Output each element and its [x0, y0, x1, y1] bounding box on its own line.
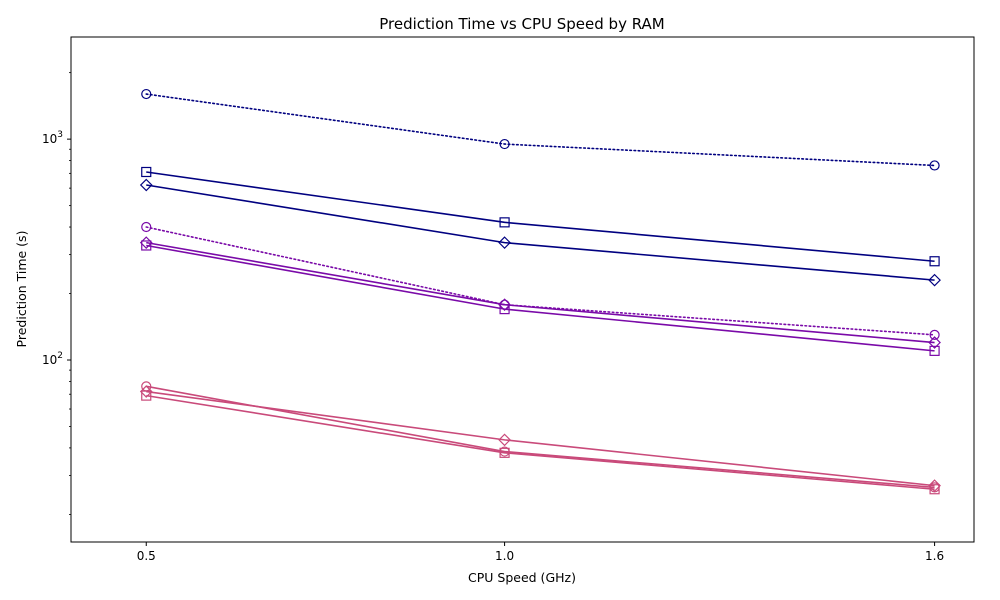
y-tick-label: 103 — [42, 130, 63, 146]
axis-layer: 0.5 1.0 1.6 102 103 — [42, 72, 944, 563]
series-9 — [141, 390, 940, 495]
series-layer — [139, 88, 941, 495]
y-tick-label: 102 — [42, 351, 63, 367]
series-line — [146, 394, 935, 491]
data-point — [928, 273, 941, 287]
x-axis-title: CPU Speed (GHz) — [468, 570, 576, 585]
series-line — [146, 184, 935, 281]
chart-title: Prediction Time vs CPU Speed by RAM — [379, 15, 664, 33]
data-point — [929, 256, 940, 267]
data-point — [929, 345, 940, 356]
data-point — [139, 385, 153, 398]
data-point — [499, 138, 510, 150]
data-point — [499, 304, 510, 315]
data-point — [141, 221, 152, 233]
y-axis-title: Prediction Time (s) — [14, 231, 29, 348]
data-point — [498, 298, 511, 312]
data-point — [141, 240, 152, 251]
x-tick-label: 1.6 — [925, 549, 944, 563]
data-point — [929, 160, 940, 171]
data-point — [499, 217, 510, 228]
data-point — [929, 484, 940, 495]
series-line — [146, 244, 935, 352]
data-point — [499, 447, 510, 458]
plot-area — [71, 37, 974, 542]
series-3 — [139, 178, 941, 287]
x-tick-label: 1.0 — [495, 549, 514, 563]
x-tick-label: 0.5 — [137, 549, 156, 563]
series-line — [145, 93, 936, 167]
series-8 — [139, 385, 941, 492]
series-2 — [141, 166, 940, 267]
data-point — [498, 433, 511, 447]
series-1 — [141, 88, 940, 171]
data-point — [141, 166, 152, 178]
data-point — [498, 236, 511, 249]
plot-frame — [70, 36, 975, 543]
data-point — [141, 88, 152, 100]
data-point — [141, 390, 152, 401]
data-point — [139, 178, 153, 192]
series-line — [146, 171, 935, 263]
data-point — [928, 479, 941, 492]
data-point — [929, 329, 940, 340]
data-point — [928, 336, 941, 349]
series-line — [146, 390, 935, 487]
series-6 — [141, 240, 940, 356]
